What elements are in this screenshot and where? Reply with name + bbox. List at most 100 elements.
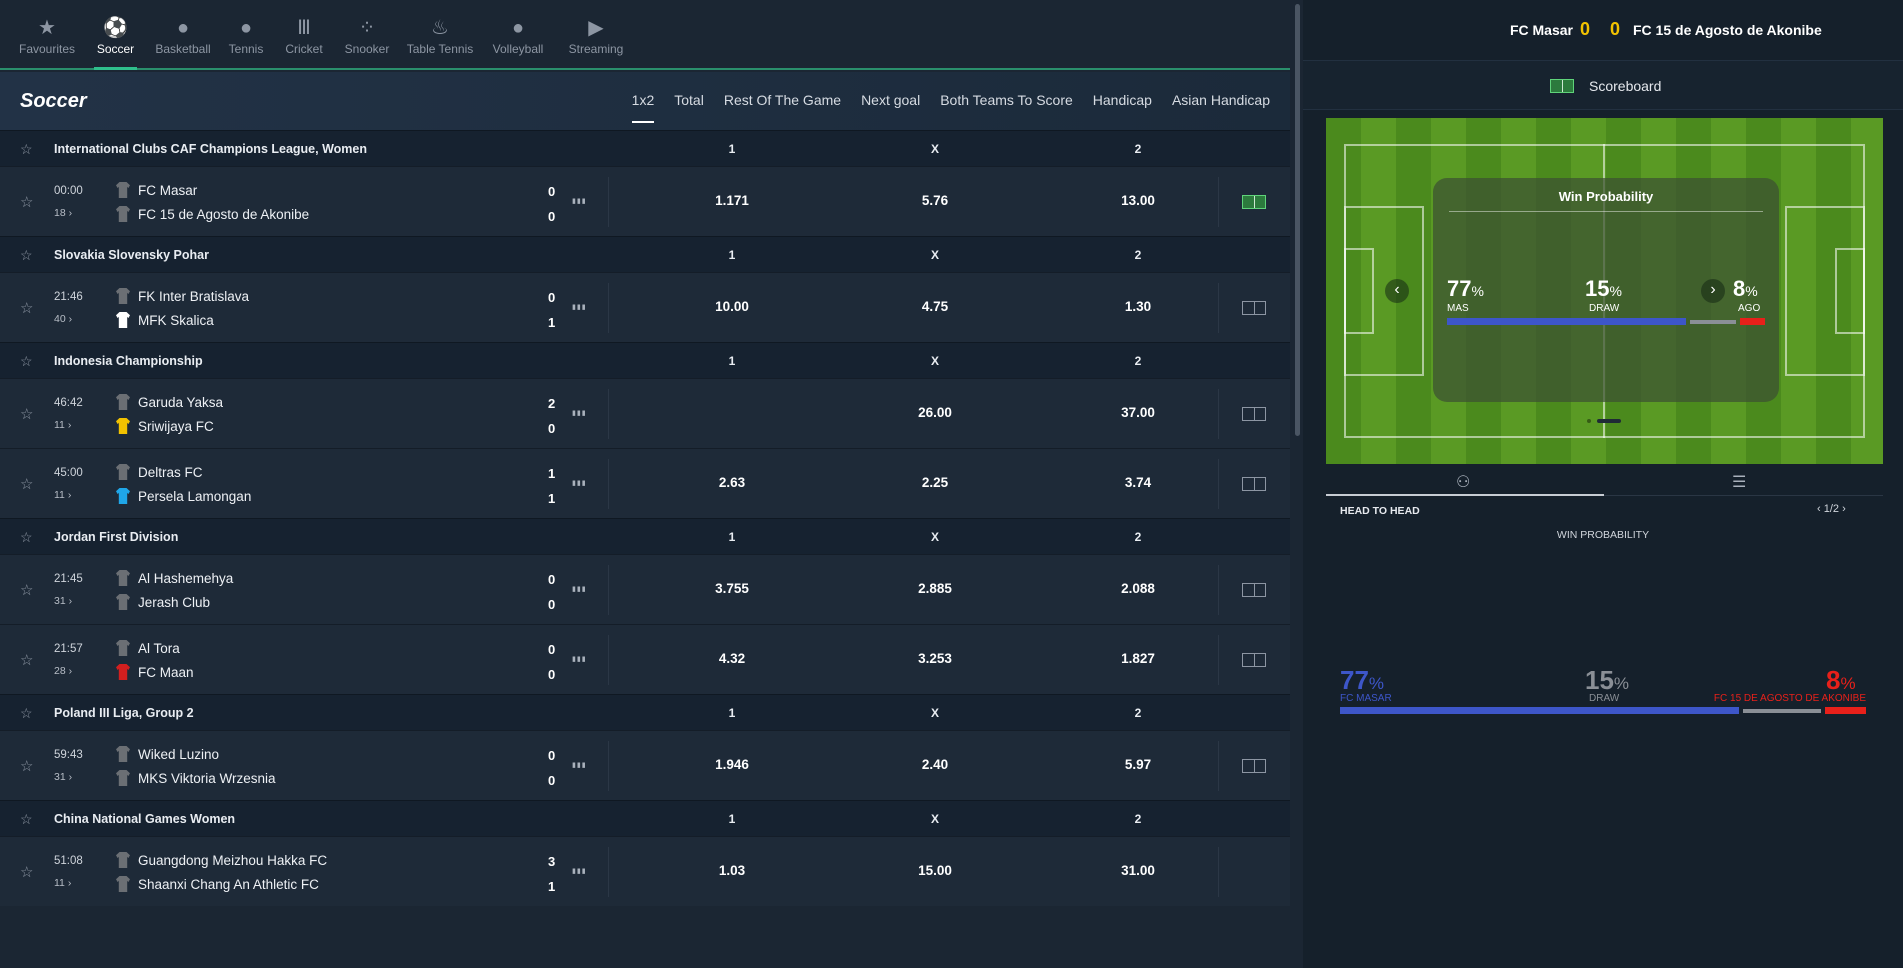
odds-home[interactable]: 2.63: [718, 475, 746, 490]
star-icon[interactable]: ☆: [20, 300, 34, 317]
field-icon[interactable]: [1242, 759, 1266, 773]
odds-draw[interactable]: 3.253: [918, 651, 952, 666]
odds-away[interactable]: 1.827: [1121, 651, 1155, 666]
star-icon[interactable]: ☆: [20, 811, 33, 827]
field-icon[interactable]: [1242, 583, 1266, 597]
stats-icon[interactable]: ▮▮▮: [572, 198, 587, 205]
chevron-right-icon[interactable]: ›: [68, 665, 73, 677]
sport-tab-volleyball[interactable]: ● Volleyball: [479, 0, 557, 68]
odds-draw[interactable]: 26.00: [918, 405, 952, 420]
market-tab-handicap[interactable]: Handicap: [1092, 92, 1152, 108]
match-time: 51:08: [54, 855, 83, 867]
odds-away[interactable]: 13.00: [1121, 193, 1155, 208]
star-icon[interactable]: ☆: [20, 652, 34, 669]
match-row[interactable]: ☆ 45:00 11 › Deltras FC Persela Lamongan 1 1 ▮▮…: [0, 448, 1290, 518]
sport-tab-soccer[interactable]: ⚽ Soccer: [82, 0, 149, 70]
star-icon[interactable]: ☆: [20, 476, 34, 493]
odds-away[interactable]: 37.00: [1121, 405, 1155, 420]
odds-home[interactable]: 1.03: [718, 863, 746, 878]
star-icon[interactable]: ☆: [20, 758, 34, 775]
odds-away[interactable]: 3.74: [1124, 475, 1152, 490]
match-row[interactable]: ☆ 59:43 31 › Wiked Luzino MKS Viktoria Wrzes…: [0, 730, 1290, 800]
star-icon[interactable]: ☆: [20, 406, 34, 423]
chevron-right-icon[interactable]: ›: [67, 877, 72, 889]
star-icon[interactable]: ☆: [20, 247, 33, 263]
star-icon[interactable]: ☆: [20, 705, 33, 721]
chevron-left-icon[interactable]: ‹: [1817, 503, 1824, 515]
odds-draw[interactable]: 5.76: [921, 193, 949, 208]
odds-draw[interactable]: 2.40: [921, 757, 949, 772]
chevron-right-icon[interactable]: ›: [68, 595, 73, 607]
carousel-dot[interactable]: [1587, 418, 1591, 423]
head-to-head-icon[interactable]: ⚇: [1456, 474, 1471, 491]
field-icon[interactable]: [1242, 301, 1266, 315]
field-icon[interactable]: [1242, 407, 1266, 421]
odds-away[interactable]: 2.088: [1121, 581, 1155, 596]
col-x: X: [930, 530, 939, 544]
match-row[interactable]: ☆ 51:08 11 › Guangdong Meizhou Hakka FC Shaa…: [0, 836, 1290, 906]
home-team: FC Masar: [116, 182, 197, 198]
market-tab-asian-handicap[interactable]: Asian Handicap: [1171, 92, 1270, 108]
chevron-right-icon[interactable]: ›: [68, 771, 73, 783]
stats-icon[interactable]: ▮▮▮: [572, 410, 587, 417]
match-row[interactable]: ☆ 21:46 40 › FK Inter Bratislava MFK Skalica…: [0, 272, 1290, 342]
market-tab-1x2[interactable]: 1x2: [631, 92, 655, 123]
odds-home[interactable]: 1.171: [715, 193, 749, 208]
odds-home[interactable]: 10.00: [715, 299, 749, 314]
star-icon[interactable]: ☆: [20, 353, 33, 369]
stats-icon[interactable]: ▮▮▮: [572, 656, 587, 663]
scoreboard-toggle[interactable]: Scoreboard: [1303, 60, 1903, 110]
chevron-right-icon[interactable]: ›: [67, 419, 72, 431]
star-icon[interactable]: ☆: [20, 582, 34, 599]
stats-icon[interactable]: ▮▮▮: [572, 304, 587, 311]
star-icon[interactable]: ☆: [20, 141, 33, 157]
star-icon[interactable]: ☆: [20, 864, 34, 881]
sport-tab-label: Snooker: [344, 42, 390, 56]
field-icon[interactable]: [1242, 195, 1266, 209]
match-row[interactable]: ☆ 21:45 31 › Al Hashemehya Jerash Club 0 0 ▮▮▮ 3…: [0, 554, 1290, 624]
chevron-left-icon[interactable]: ‹: [1385, 279, 1409, 303]
odds-home[interactable]: 4.32: [718, 651, 746, 666]
sport-tab-streaming[interactable]: ▶ Streaming: [557, 0, 635, 68]
odds-away[interactable]: 31.00: [1121, 863, 1155, 878]
match-row[interactable]: ☆ 00:00 18 › FC Masar FC 15 de Agosto de Ako…: [0, 166, 1290, 236]
stats-icon[interactable]: ▮▮▮: [572, 868, 587, 875]
market-tab-both-teams-to-score[interactable]: Both Teams To Score: [940, 92, 1073, 108]
field-icon[interactable]: [1242, 477, 1266, 491]
sport-tab-tennis[interactable]: ● Tennis: [217, 0, 275, 68]
carousel-dot-active[interactable]: [1597, 418, 1621, 423]
market-tab-total[interactable]: Total: [674, 92, 704, 108]
star-icon[interactable]: ☆: [20, 194, 34, 211]
odds-draw[interactable]: 2.885: [918, 581, 952, 596]
market-tab-rest-of-the-game[interactable]: Rest Of The Game: [723, 92, 842, 108]
match-time: 21:46: [54, 291, 83, 303]
scrollbar-thumb[interactable]: [1295, 4, 1300, 436]
odds-draw[interactable]: 2.25: [921, 475, 949, 490]
sport-tab-table-tennis[interactable]: ♨ Table Tennis: [401, 0, 479, 68]
chevron-right-icon[interactable]: ›: [68, 207, 73, 219]
sport-tab-basketball[interactable]: ● Basketball: [149, 0, 217, 68]
match-row[interactable]: ☆ 46:42 11 › Garuda Yaksa Sriwijaya FC 2 0 ▮▮▮ 2…: [0, 378, 1290, 448]
list-icon[interactable]: ☰: [1732, 474, 1747, 491]
odds-home[interactable]: 3.755: [715, 581, 749, 596]
stats-icon[interactable]: ▮▮▮: [572, 762, 587, 769]
sport-tab-snooker[interactable]: ⁘ Snooker: [333, 0, 401, 68]
odds-away[interactable]: 1.30: [1124, 299, 1152, 314]
sport-tab-favourites[interactable]: ★ Favourites: [12, 0, 82, 68]
field-icon[interactable]: [1242, 653, 1266, 667]
market-tab-next-goal[interactable]: Next goal: [861, 92, 921, 108]
star-icon[interactable]: ☆: [20, 529, 33, 545]
odds-draw[interactable]: 4.75: [921, 299, 949, 314]
stats-icon[interactable]: ▮▮▮: [572, 586, 587, 593]
match-row[interactable]: ☆ 21:57 28 › Al Tora FC Maan 0 0 ▮▮▮ 4.32 3.253 1.…: [0, 624, 1290, 694]
odds-home[interactable]: 1.946: [715, 757, 749, 772]
chevron-right-icon[interactable]: ›: [67, 489, 72, 501]
chevron-right-icon[interactable]: ›: [1701, 279, 1725, 303]
odds-draw[interactable]: 15.00: [918, 863, 952, 878]
divider: [608, 389, 609, 439]
chevron-right-icon[interactable]: ›: [1839, 503, 1846, 515]
sport-tab-cricket[interactable]: Ⅲ Cricket: [275, 0, 333, 68]
stats-icon[interactable]: ▮▮▮: [572, 480, 587, 487]
odds-away[interactable]: 5.97: [1124, 757, 1152, 772]
chevron-right-icon[interactable]: ›: [68, 313, 73, 325]
